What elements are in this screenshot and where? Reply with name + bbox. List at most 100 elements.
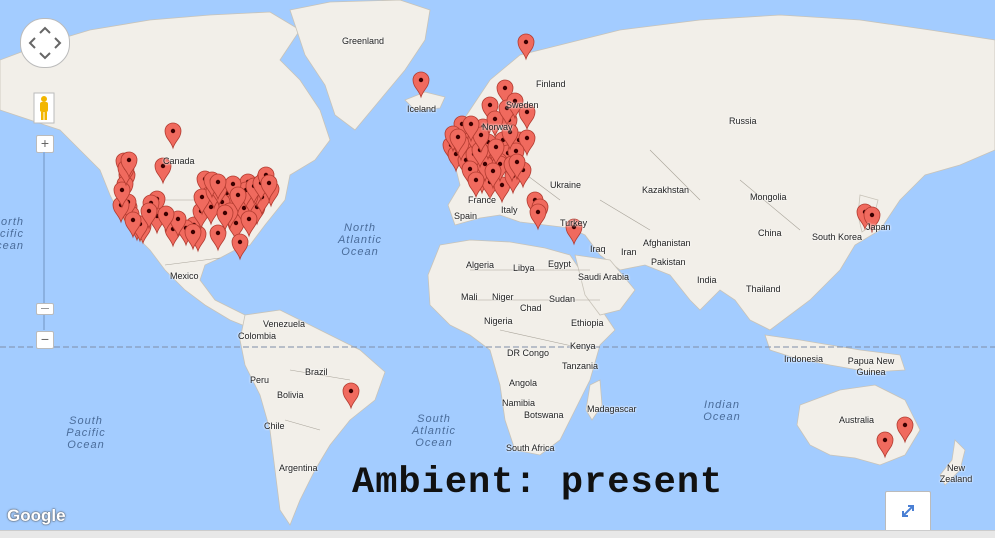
country-label: Greenland	[342, 36, 385, 46]
overlay-caption: Ambient: present	[352, 462, 724, 504]
location-marker[interactable]	[140, 202, 158, 230]
location-marker[interactable]	[486, 110, 504, 138]
location-marker[interactable]	[164, 122, 182, 150]
country-label: Chad	[520, 303, 542, 313]
location-marker[interactable]	[169, 210, 187, 238]
country-label: Turkey	[560, 218, 588, 228]
pan-control[interactable]	[20, 18, 70, 68]
country-label: Saudi Arabia	[578, 272, 630, 282]
location-marker[interactable]	[449, 128, 467, 156]
location-marker[interactable]	[506, 92, 524, 120]
country-label: Japan	[866, 222, 891, 232]
location-marker[interactable]	[529, 203, 547, 231]
location-marker[interactable]	[863, 206, 881, 234]
location-marker[interactable]	[876, 431, 894, 459]
country-label: Venezuela	[263, 319, 306, 329]
country-label: Pakistan	[651, 257, 686, 267]
country-label: Spain	[454, 211, 478, 221]
bottom-strip	[0, 530, 995, 538]
location-marker[interactable]	[501, 123, 519, 151]
fullscreen-button[interactable]	[885, 491, 931, 533]
location-marker[interactable]	[342, 382, 360, 410]
country-label: Namibia	[502, 398, 536, 408]
zoom-slider-handle[interactable]	[36, 303, 54, 315]
location-marker[interactable]	[896, 416, 914, 444]
location-marker[interactable]	[124, 211, 142, 239]
country-label: Russia	[729, 116, 757, 126]
country-label: Bolivia	[277, 390, 304, 400]
location-marker[interactable]	[157, 205, 175, 233]
ocean-label: Indian Ocean	[703, 399, 741, 423]
country-label: Madagascar	[587, 404, 637, 414]
location-marker[interactable]	[184, 223, 202, 251]
country-label: Canada	[163, 156, 195, 166]
location-marker[interactable]	[508, 153, 526, 181]
location-marker[interactable]	[518, 103, 536, 131]
country-label: Botswana	[524, 410, 564, 420]
country-label: Kazakhstan	[642, 185, 690, 195]
country-label: Indonesia	[784, 354, 824, 364]
location-marker[interactable]	[472, 126, 490, 154]
location-marker[interactable]	[467, 171, 485, 199]
country-label: Brazil	[305, 367, 328, 377]
location-marker[interactable]	[154, 157, 172, 185]
land-new-zealand	[939, 439, 966, 486]
location-marker[interactable]	[487, 138, 505, 166]
land-greenland	[289, 0, 431, 131]
country-label: South Africa	[506, 443, 555, 453]
country-label: Egypt	[548, 259, 572, 269]
country-label: Mongolia	[750, 192, 787, 202]
country-label: Peru	[250, 375, 270, 385]
country-label: Iran	[621, 247, 637, 257]
location-marker[interactable]	[120, 151, 138, 179]
location-marker[interactable]	[209, 224, 227, 252]
location-marker[interactable]	[231, 233, 249, 261]
land-eurasia	[447, 14, 995, 331]
country-label: Australia	[839, 415, 875, 425]
country-label: Argentina	[279, 463, 318, 473]
location-marker[interactable]	[462, 115, 480, 143]
country-label: Sweden	[506, 100, 539, 110]
country-label: India	[697, 275, 717, 285]
pegman-icon	[33, 92, 55, 124]
streetview-control[interactable]	[33, 92, 55, 124]
country-label: Italy	[501, 205, 518, 215]
land-africa	[427, 239, 616, 456]
country-label: Kenya	[570, 341, 596, 351]
country-label: Finland	[536, 79, 566, 89]
location-marker[interactable]	[193, 188, 211, 216]
country-label: Colombia	[238, 331, 277, 341]
location-marker[interactable]	[260, 174, 278, 202]
location-marker[interactable]	[484, 162, 502, 190]
zoom-slider-track[interactable]	[43, 152, 45, 330]
ocean-label: South Pacific Ocean	[66, 415, 106, 451]
location-marker[interactable]	[113, 181, 131, 209]
zoom-out-label: −	[40, 331, 50, 347]
location-marker[interactable]	[412, 71, 430, 99]
country-label: Chile	[264, 421, 285, 431]
country-label: France	[468, 195, 497, 205]
ocean-label: North Pacific Ocean	[0, 216, 24, 252]
location-marker[interactable]	[229, 186, 247, 214]
zoom-in-button[interactable]: +	[36, 135, 54, 153]
country-label: Ethiopia	[571, 318, 604, 328]
country-label: Algeria	[466, 260, 495, 270]
zoom-in-label: +	[40, 135, 50, 151]
pan-arrows-icon	[28, 26, 62, 60]
location-marker[interactable]	[240, 210, 258, 238]
location-marker[interactable]	[517, 33, 535, 61]
country-label: Mali	[461, 292, 478, 302]
location-marker[interactable]	[565, 218, 583, 246]
location-marker[interactable]	[209, 173, 227, 201]
country-label: Afghanistan	[643, 238, 691, 248]
country-label: Iceland	[407, 104, 437, 114]
google-logo: Google	[7, 506, 66, 525]
country-label: Libya	[513, 263, 535, 273]
location-marker[interactable]	[216, 204, 234, 232]
ocean-label: South Atlantic Ocean	[411, 413, 457, 449]
country-label: Mexico	[170, 271, 199, 281]
country-label: Norway	[482, 122, 513, 132]
country-label: China	[758, 228, 782, 238]
zoom-out-button[interactable]: −	[36, 331, 54, 349]
